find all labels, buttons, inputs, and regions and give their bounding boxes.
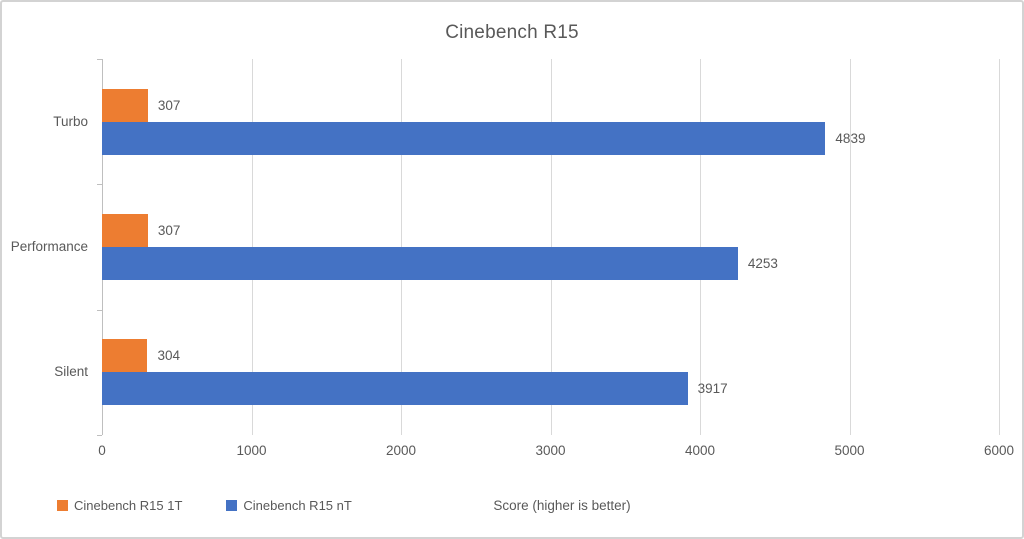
category-label-silent: Silent — [54, 364, 88, 380]
legend-item-cinebench-r15-nt: Cinebench R15 nT — [226, 498, 352, 513]
data-label-cinebench-r15-1t-turbo: 307 — [157, 97, 181, 113]
legend-swatch-icon — [57, 500, 68, 511]
bar-cinebench-r15-1t-silent — [102, 339, 148, 373]
x-tick-label-0: 0 — [98, 443, 106, 458]
y-axis-tick — [97, 309, 102, 311]
x-axis-title: Score (higher is better) — [493, 498, 631, 513]
data-label-cinebench-r15-nt-performance: 4253 — [747, 256, 778, 271]
bar-cinebench-r15-nt-performance — [102, 247, 738, 280]
category-label-turbo: Turbo — [53, 113, 88, 129]
bar-cinebench-r15-nt-turbo — [102, 121, 826, 155]
category-label-performance: Performance — [10, 239, 88, 254]
bar-cinebench-r15-1t-performance — [102, 214, 148, 247]
x-tick-label-6000: 6000 — [983, 443, 1015, 458]
x-tick-label-4000: 4000 — [684, 443, 716, 458]
legend-swatch-icon — [226, 500, 238, 511]
y-axis-tick — [97, 435, 102, 436]
legend-item-cinebench-r15-1t: Cinebench R15 1T — [57, 498, 182, 513]
x-tick-label-1000: 1000 — [236, 443, 267, 458]
chart-title: Cinebench R15 — [445, 22, 579, 43]
x-tick-label-2000: 2000 — [385, 443, 417, 458]
data-label-cinebench-r15-1t-silent: 304 — [157, 348, 180, 364]
data-label-cinebench-r15-nt-turbo: 4839 — [835, 130, 866, 146]
x-tick-label-3000: 3000 — [535, 443, 566, 458]
gridline-x-5000 — [849, 59, 851, 435]
data-label-cinebench-r15-1t-performance: 307 — [157, 223, 181, 238]
plot-area: 307 4839 307 4253 304 3917 — [97, 59, 1000, 436]
y-axis-tick — [97, 184, 102, 186]
bar-cinebench-r15-nt-silent — [102, 372, 688, 406]
y-axis-tick — [97, 59, 102, 60]
legend-label: Cinebench R15 1T — [74, 498, 183, 513]
data-label-cinebench-r15-nt-silent: 3917 — [697, 381, 728, 397]
bar-cinebench-r15-1t-turbo — [102, 88, 148, 122]
gridline-x-6000 — [999, 59, 1000, 435]
x-tick-label-5000: 5000 — [834, 443, 865, 458]
legend-label: Cinebench R15 nT — [243, 498, 352, 513]
legend: Cinebench R15 1T Cinebench R15 nT — [57, 498, 352, 513]
